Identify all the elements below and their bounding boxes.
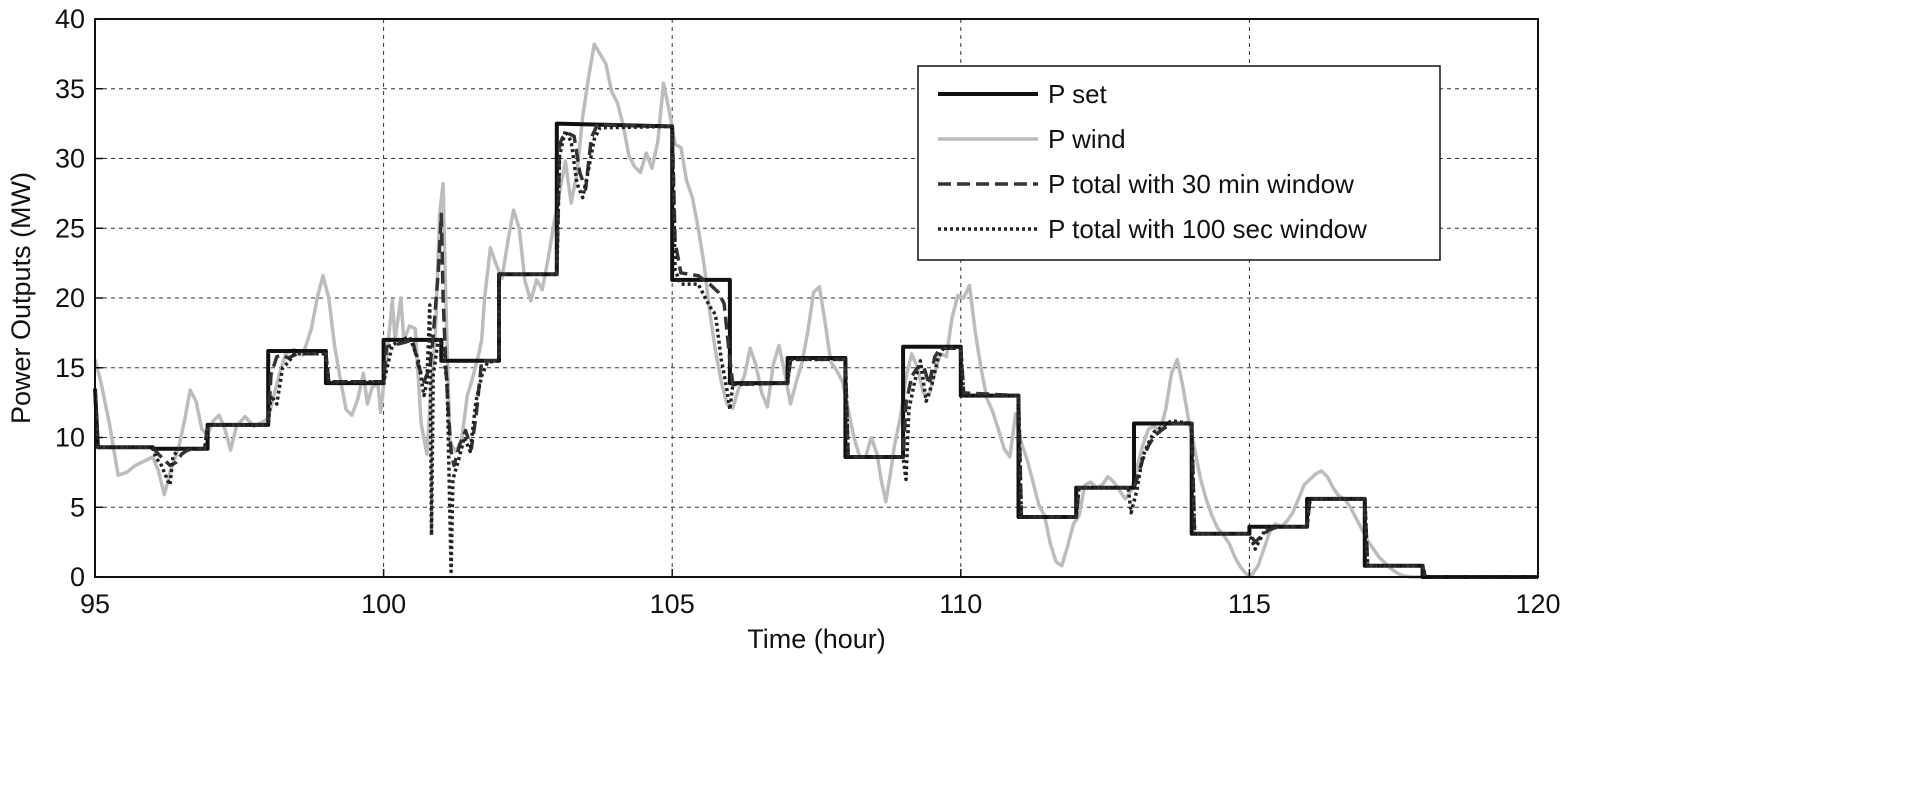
y-tick-label: 30 <box>55 144 85 174</box>
x-tick-label: 105 <box>650 589 695 619</box>
legend-items: P set P wind P total with 30 min window P t… <box>938 79 1367 244</box>
series-line-1 <box>93 42 1538 579</box>
series-line-2 <box>93 123 1538 579</box>
x-tick-label: 110 <box>939 589 982 619</box>
x-tick-label: 115 <box>1228 589 1271 619</box>
series-lines <box>93 42 1538 579</box>
y-tick-label: 15 <box>55 353 85 383</box>
legend-label: P total with 100 sec window <box>1048 214 1367 244</box>
legend-label: P total with 30 min window <box>1048 169 1354 199</box>
y-tick-label: 35 <box>55 74 85 104</box>
y-tick-label: 25 <box>55 213 85 243</box>
y-tick-label: 20 <box>55 283 85 313</box>
x-axis-label: Time (hour) <box>747 624 886 654</box>
series-line-3 <box>93 124 1538 579</box>
y-tick-label: 40 <box>55 4 85 34</box>
legend-label: P set <box>1048 79 1108 109</box>
legend-label: P wind <box>1048 124 1126 154</box>
y-tick-label: 10 <box>55 423 85 453</box>
y-axis-label: Power Outputs (MW) <box>6 172 36 424</box>
y-tick-label: 0 <box>70 562 85 592</box>
axis-ticks: 95 100 105 110 115 120 0 5 10 15 20 25 30 35 40 <box>55 4 1561 619</box>
x-tick-label: 100 <box>361 589 406 619</box>
x-tick-label: 95 <box>80 589 110 619</box>
y-tick-label: 5 <box>70 492 85 522</box>
x-tick-label: 120 <box>1515 589 1560 619</box>
legend: P set P wind P total with 30 min window P t… <box>917 65 1441 261</box>
